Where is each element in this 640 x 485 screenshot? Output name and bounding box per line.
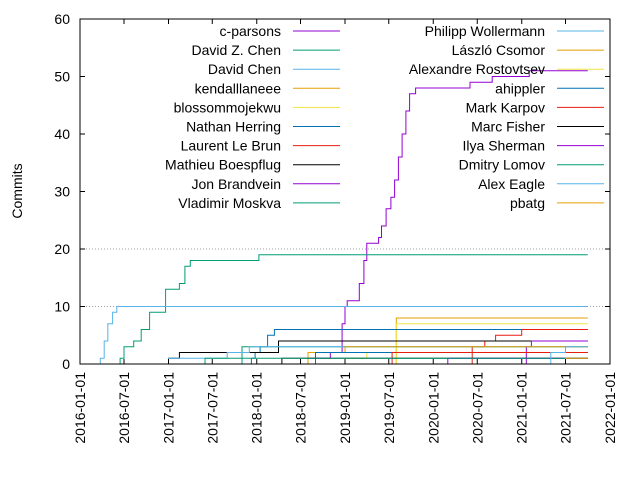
legend-label: Mark Karpov [466, 99, 545, 115]
y-tick-label: 30 [54, 184, 70, 200]
series-line-9 [212, 346, 588, 365]
legend-label: kendalllaneee [195, 80, 282, 96]
series-line-2 [99, 306, 588, 365]
x-tick-label: 2017-01-01 [160, 372, 176, 444]
series-line-15 [271, 357, 588, 365]
series-line-17 [182, 357, 588, 365]
legend-label: blossommojekwu [174, 99, 281, 115]
x-tick-label: 2021-01-01 [514, 372, 530, 444]
x-tick-label: 2016-07-01 [116, 372, 132, 444]
x-tick-label: 2018-07-01 [293, 372, 309, 444]
series-line-1 [99, 254, 588, 365]
series-line-18 [536, 346, 588, 365]
legend-label: Vladimir Moskva [178, 195, 281, 211]
x-tick-label: 2017-07-01 [204, 372, 220, 444]
x-tick-label: 2020-07-01 [469, 372, 485, 444]
x-tick-label: 2022-01-01 [602, 372, 618, 444]
legend-label: Marc Fisher [471, 119, 545, 135]
axis-layer: 0 10 20 30 40 50 60 2016-01-01 2016-07-01 2017-01… [54, 11, 618, 444]
legend-label: Jon Brandvein [191, 176, 281, 192]
legend: c-parsons David Z. Chen David Chen kendalll… [165, 23, 604, 211]
x-tick-label: 2016-01-01 [72, 372, 88, 444]
y-tick-label: 40 [54, 126, 70, 142]
y-tick-label: 50 [54, 69, 70, 85]
x-tick-label: 2018-01-01 [249, 372, 265, 444]
legend-label: c-parsons [220, 23, 281, 39]
legend-label: Ilya Sherman [463, 138, 545, 154]
y-tick-label: 0 [62, 356, 70, 372]
legend-label: Mathieu Boespflug [165, 157, 281, 173]
y-tick-label: 60 [54, 11, 70, 27]
series-line-11 [300, 346, 588, 365]
legend-label: Nathan Herring [186, 119, 281, 135]
legend-label: Alexandre Rostovtsev [409, 61, 545, 77]
series-line-16 [433, 357, 588, 365]
x-tick-label: 2019-01-01 [337, 372, 353, 444]
legend-label: László Csomor [452, 42, 546, 58]
y-tick-label: 10 [54, 299, 70, 315]
legend-label: David Chen [208, 61, 281, 77]
series-line-19 [550, 357, 588, 365]
legend-label: ahippler [495, 80, 545, 96]
y-axis-label: Commits [9, 163, 25, 218]
legend-label: Laurent Le Brun [181, 138, 281, 154]
x-tick-label: 2020-01-01 [425, 372, 441, 444]
legend-label: Alex Eagle [478, 176, 545, 192]
legend-label: pbatg [510, 195, 545, 211]
legend-label: Dmitry Lomov [459, 157, 545, 173]
legend-label: David Z. Chen [192, 42, 281, 58]
x-tick-label: 2019-07-01 [381, 372, 397, 444]
legend-label: Philipp Wollermann [425, 23, 545, 39]
grid-layer [80, 248, 610, 307]
x-tick-label: 2021-07-01 [558, 372, 574, 444]
y-tick-label: 20 [54, 241, 70, 257]
series-line-0 [261, 70, 588, 365]
